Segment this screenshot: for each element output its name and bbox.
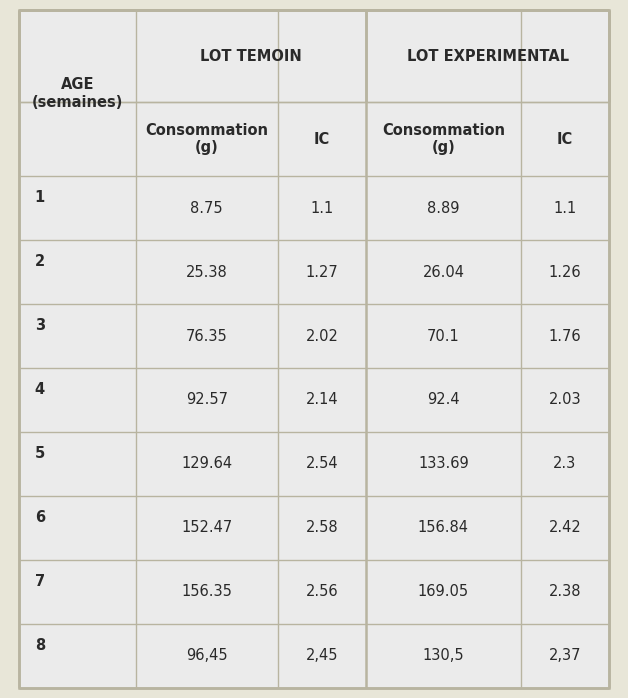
Text: 5: 5 — [35, 446, 45, 461]
Text: 156.35: 156.35 — [181, 584, 232, 599]
Bar — [521, 496, 609, 560]
Bar — [136, 623, 278, 688]
Bar — [19, 304, 136, 368]
Text: LOT EXPERIMENTAL: LOT EXPERIMENTAL — [406, 49, 569, 64]
Bar — [278, 177, 366, 240]
Text: 2: 2 — [35, 254, 45, 269]
Bar — [521, 304, 609, 368]
Text: 2.38: 2.38 — [549, 584, 582, 599]
Bar — [136, 432, 278, 496]
Bar — [521, 368, 609, 432]
Bar — [366, 304, 521, 368]
Text: 152.47: 152.47 — [181, 520, 232, 535]
Text: 2,37: 2,37 — [549, 648, 582, 663]
Text: 1.27: 1.27 — [305, 265, 338, 280]
Bar — [366, 560, 521, 623]
Bar — [278, 304, 366, 368]
Bar — [521, 10, 609, 102]
Text: 1.1: 1.1 — [553, 201, 577, 216]
Bar — [19, 177, 136, 240]
Bar — [136, 10, 278, 102]
Bar — [366, 10, 521, 102]
Bar — [521, 623, 609, 688]
Text: 169.05: 169.05 — [418, 584, 469, 599]
Text: 4: 4 — [35, 382, 45, 397]
Text: 133.69: 133.69 — [418, 456, 469, 471]
Bar — [521, 240, 609, 304]
Bar — [366, 10, 609, 102]
Bar — [278, 10, 366, 102]
Text: 1.1: 1.1 — [310, 201, 333, 216]
Bar — [136, 368, 278, 432]
Bar — [278, 368, 366, 432]
Bar — [366, 102, 521, 177]
Text: Consommation
(g): Consommation (g) — [145, 123, 268, 156]
Text: 25.38: 25.38 — [186, 265, 227, 280]
Text: AGE
(semaines): AGE (semaines) — [31, 77, 123, 110]
Bar — [278, 240, 366, 304]
Text: 2.42: 2.42 — [549, 520, 582, 535]
Text: 2,45: 2,45 — [306, 648, 338, 663]
Bar — [19, 102, 136, 177]
Text: 8.89: 8.89 — [427, 201, 460, 216]
Text: IC: IC — [557, 132, 573, 147]
Bar — [521, 560, 609, 623]
Text: 2.58: 2.58 — [306, 520, 338, 535]
Bar — [136, 304, 278, 368]
Bar — [366, 177, 521, 240]
Bar — [278, 432, 366, 496]
Text: 70.1: 70.1 — [427, 329, 460, 343]
Text: 92.4: 92.4 — [427, 392, 460, 408]
Bar — [136, 496, 278, 560]
Bar — [366, 432, 521, 496]
Bar — [19, 560, 136, 623]
Text: 129.64: 129.64 — [181, 456, 232, 471]
Text: 76.35: 76.35 — [186, 329, 227, 343]
Bar — [19, 623, 136, 688]
Text: Consommation
(g): Consommation (g) — [382, 123, 505, 156]
Text: 8.75: 8.75 — [190, 201, 223, 216]
Bar — [521, 432, 609, 496]
Text: IC: IC — [314, 132, 330, 147]
Text: 92.57: 92.57 — [186, 392, 228, 408]
Text: 2.14: 2.14 — [306, 392, 338, 408]
Text: 26.04: 26.04 — [423, 265, 465, 280]
Bar — [19, 496, 136, 560]
Text: 156.84: 156.84 — [418, 520, 469, 535]
Bar — [136, 177, 278, 240]
Text: 1.26: 1.26 — [549, 265, 582, 280]
Text: 3: 3 — [35, 318, 45, 333]
Bar — [19, 368, 136, 432]
Bar — [19, 240, 136, 304]
Text: 130,5: 130,5 — [423, 648, 464, 663]
Bar — [278, 496, 366, 560]
Bar — [366, 623, 521, 688]
Text: 1.76: 1.76 — [549, 329, 582, 343]
Bar — [136, 10, 366, 102]
Text: LOT TEMOIN: LOT TEMOIN — [200, 49, 301, 64]
Text: 6: 6 — [35, 510, 45, 525]
Bar — [366, 368, 521, 432]
Text: 2.56: 2.56 — [306, 584, 338, 599]
Bar — [521, 177, 609, 240]
Text: 2.3: 2.3 — [553, 456, 577, 471]
Bar — [521, 102, 609, 177]
Bar — [136, 102, 278, 177]
Text: 2.03: 2.03 — [549, 392, 582, 408]
Text: 2.54: 2.54 — [306, 456, 338, 471]
Bar — [366, 496, 521, 560]
Bar — [278, 560, 366, 623]
Text: 2.02: 2.02 — [305, 329, 338, 343]
Bar — [136, 240, 278, 304]
Bar — [19, 10, 136, 102]
Bar — [136, 560, 278, 623]
Bar — [366, 240, 521, 304]
Text: 96,45: 96,45 — [186, 648, 227, 663]
Text: 8: 8 — [35, 638, 45, 653]
Text: 7: 7 — [35, 574, 45, 589]
Bar — [19, 432, 136, 496]
Text: 1: 1 — [35, 191, 45, 205]
Bar — [278, 102, 366, 177]
Bar — [278, 623, 366, 688]
